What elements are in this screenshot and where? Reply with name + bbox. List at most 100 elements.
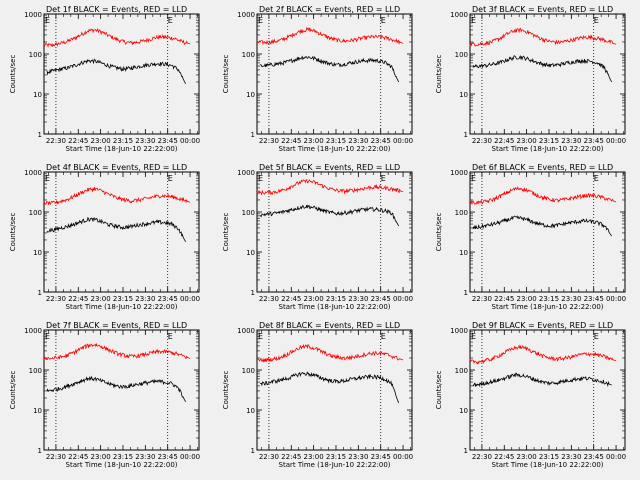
y-tick-label: 100 [455,209,468,217]
y-axis-label: Counts/sec [9,371,17,410]
x-tick-label: 00:00 [606,453,626,461]
x-tick-label: 23:15 [539,453,559,461]
panel-title: Det 5f BLACK = Events, RED = LLD [259,163,400,172]
x-tick-label: 22:45 [281,137,301,145]
y-tick-label: 1 [38,131,42,139]
panel-4: Det 4f BLACK = Events, RED = LLD 1 10 100 10… [9,163,200,311]
plot-frame [43,171,200,293]
x-tick-label: 23:30 [135,453,155,461]
x-tick-label: 23:45 [158,137,178,145]
x-axis-label: Start Time (18-Jun-10 22:22:00) [66,303,178,311]
event-marker-label: E [168,174,173,183]
y-axis-label: Counts/sec [222,213,230,252]
x-tick-label: 00:00 [180,453,200,461]
y-tick-label: 1000 [237,327,255,335]
x-tick-label: 22:30 [46,137,66,145]
panel-6: Det 6f BLACK = Events, RED = LLD 1 10 100 10… [435,163,626,311]
x-tick-label: 23:15 [113,295,133,303]
y-tick-label: 1000 [237,11,255,19]
event-marker-label: E [258,174,263,183]
panel-3: Det 3f BLACK = Events, RED = LLD 1 10 100 10… [435,5,626,153]
y-tick-label: 1000 [450,169,468,177]
panel-title: Det 7f BLACK = Events, RED = LLD [46,321,187,330]
events-series-line [46,216,186,242]
event-marker-label: E [45,332,50,341]
x-tick-label: 23:30 [135,137,155,145]
plot-frame [256,329,413,451]
x-tick-label: 22:30 [46,295,66,303]
x-tick-label: 23:30 [135,295,155,303]
event-marker-label: E [168,332,173,341]
x-tick-label: 23:15 [326,137,346,145]
panel-title: Det 8f BLACK = Events, RED = LLD [259,321,400,330]
lld-series-line [43,27,191,48]
plot-frame [469,13,626,135]
y-tick-label: 1 [464,289,468,297]
panel-2: Det 2f BLACK = Events, RED = LLD 1 10 100 10… [222,5,413,153]
plot-frame [256,13,413,135]
panel-8: Det 8f BLACK = Events, RED = LLD 1 10 100 10… [222,321,413,469]
x-tick-label: 23:00 [517,295,537,303]
events-series-line [259,204,399,227]
events-series-line [472,372,612,388]
x-axis-label: Start Time (18-Jun-10 22:22:00) [279,145,391,153]
x-tick-label: 22:45 [494,453,514,461]
x-tick-label: 00:00 [393,453,413,461]
x-tick-label: 23:45 [158,453,178,461]
y-tick-label: 1000 [24,327,42,335]
panel-title: Det 1f BLACK = Events, RED = LLD [46,5,187,14]
plot-frame [469,171,626,293]
x-tick-label: 23:45 [584,295,604,303]
panel-title: Det 3f BLACK = Events, RED = LLD [472,5,613,14]
x-tick-label: 23:00 [304,453,324,461]
x-axis-label: Start Time (18-Jun-10 22:22:00) [66,145,178,153]
x-tick-label: 22:45 [494,137,514,145]
event-marker-label: E [381,174,386,183]
panel-title: Det 4f BLACK = Events, RED = LLD [46,163,187,172]
y-axis-label: Counts/sec [9,213,17,252]
x-tick-label: 22:30 [259,137,279,145]
y-tick-label: 10 [33,91,42,99]
y-tick-label: 100 [29,51,42,59]
event-marker-label: E [168,16,173,25]
x-tick-label: 23:30 [348,137,368,145]
lld-series-line [43,186,191,206]
x-tick-label: 23:45 [371,295,391,303]
x-tick-label: 22:30 [46,453,66,461]
x-axis-label: Start Time (18-Jun-10 22:22:00) [492,461,604,469]
x-tick-label: 23:15 [326,453,346,461]
y-tick-label: 10 [246,407,255,415]
x-axis-label: Start Time (18-Jun-10 22:22:00) [279,303,391,311]
lld-series-line [43,342,191,361]
x-tick-label: 00:00 [180,137,200,145]
y-tick-label: 10 [33,407,42,415]
y-tick-label: 1000 [237,169,255,177]
events-series-line [472,215,612,237]
y-tick-label: 1000 [24,11,42,19]
y-tick-label: 10 [246,91,255,99]
y-tick-label: 10 [459,249,468,257]
x-tick-label: 22:45 [281,295,301,303]
event-marker-label: E [594,174,599,183]
x-tick-label: 23:15 [113,453,133,461]
event-marker-label: E [381,16,386,25]
x-tick-label: 23:00 [91,295,111,303]
y-axis-label: Counts/sec [435,213,443,252]
y-tick-label: 1 [464,131,468,139]
x-tick-label: 00:00 [180,295,200,303]
event-marker-label: E [45,16,50,25]
y-tick-label: 1 [464,447,468,455]
x-tick-label: 22:30 [259,295,279,303]
x-tick-label: 23:30 [348,453,368,461]
x-tick-label: 23:00 [517,137,537,145]
y-tick-label: 100 [455,367,468,375]
panel-7: Det 7f BLACK = Events, RED = LLD 1 10 100 10… [9,321,200,469]
panel-title: Det 6f BLACK = Events, RED = LLD [472,163,613,172]
event-marker-label: E [45,174,50,183]
y-axis-label: Counts/sec [435,55,443,94]
x-tick-label: 23:00 [91,453,111,461]
y-axis-label: Counts/sec [435,371,443,410]
x-tick-label: 23:00 [517,453,537,461]
plot-frame [43,13,200,135]
